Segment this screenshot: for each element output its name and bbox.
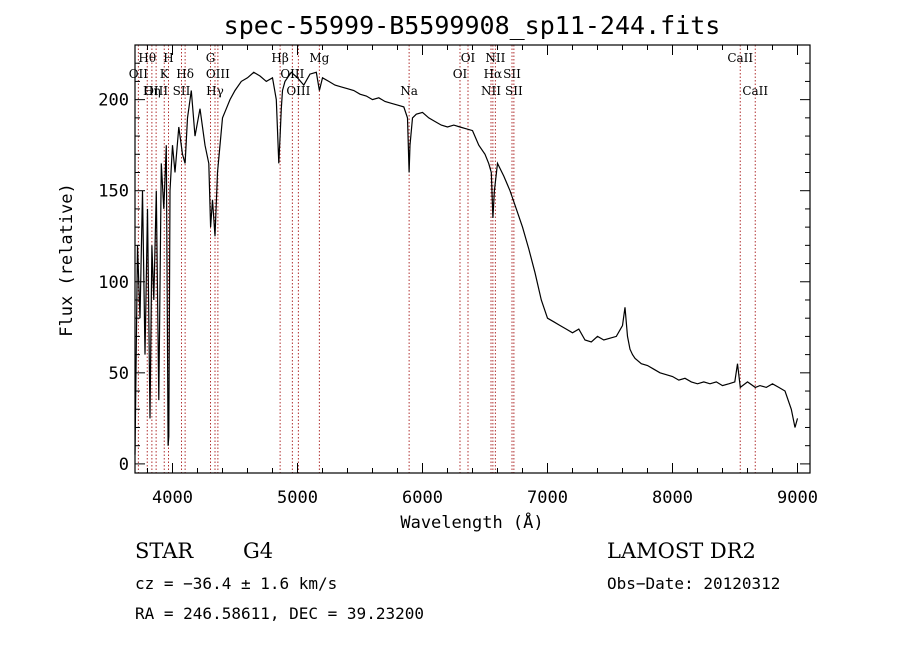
spectral-line-label: G <box>206 51 216 65</box>
spectral-line-label: OIII <box>144 84 168 98</box>
object-class: STAR <box>135 539 194 563</box>
spectrum-line <box>134 71 799 455</box>
spectral-line-label: Hγ <box>206 84 224 98</box>
spectral-line-label: OIII <box>206 67 230 81</box>
spectral-line-label: OII <box>129 67 149 81</box>
y-tick-label: 150 <box>98 182 129 202</box>
x-tick-label: 8000 <box>652 488 693 508</box>
coordinates: RA = 246.58611, DEC = 39.23200 <box>135 604 424 623</box>
survey-name: LAMOST DR2 <box>607 539 756 563</box>
chart-title: spec-55999-B5599908_sp11-244.fits <box>224 11 721 40</box>
y-axis-label: Flux (relative) <box>57 183 77 337</box>
y-tick-label: 200 <box>98 91 129 111</box>
x-tick-label: 4000 <box>152 488 193 508</box>
spectral-line-label: Hβ <box>271 51 288 65</box>
spectral-line-label: OI <box>453 67 468 81</box>
spectral-line-label: CaII <box>727 51 753 65</box>
y-tick-label: 0 <box>119 455 129 475</box>
x-tick-label: 5000 <box>277 488 318 508</box>
x-axis-label: Wavelength (Å) <box>400 511 543 533</box>
spectral-line-label: SII <box>173 84 191 98</box>
x-tick-label: 6000 <box>402 488 443 508</box>
y-axis: 0 50 100 150 200 <box>98 62 810 475</box>
plot-frame <box>134 44 811 474</box>
spectral-line-label: Hα <box>484 67 503 81</box>
spectral-line-label: SII <box>503 67 521 81</box>
spectral-line-label: Mg <box>309 51 329 65</box>
x-axis: 4000 5000 6000 7000 8000 9000 <box>147 45 818 508</box>
spectral-line-label: OI <box>461 51 476 65</box>
x-tick-label: 7000 <box>527 488 568 508</box>
y-tick-label: 100 <box>98 273 129 293</box>
redshift-velocity: cz = −36.4 ± 1.6 km/s <box>135 574 337 593</box>
spectral-line-label: NII <box>481 84 501 98</box>
observation-date: Obs−Date: 20120312 <box>607 574 780 593</box>
spectral-line-label: Na <box>400 84 418 98</box>
object-subclass: G4 <box>243 539 273 563</box>
spectral-line-label: Hδ <box>176 67 194 81</box>
x-tick-label: 9000 <box>777 488 818 508</box>
spectral-line-label: CaII <box>742 84 768 98</box>
spectral-line-label: OIII <box>286 84 310 98</box>
spectral-line-label: SII <box>505 84 523 98</box>
y-tick-label: 50 <box>109 364 129 384</box>
spectral-line-markers <box>137 45 756 473</box>
spectral-line-label: NII <box>485 51 505 65</box>
spectral-line-label: K <box>160 67 170 81</box>
spectral-line-label: Hθ <box>138 51 156 65</box>
spectral-line-label: Hη <box>143 84 161 98</box>
spectral-line-label: H <box>163 51 173 65</box>
